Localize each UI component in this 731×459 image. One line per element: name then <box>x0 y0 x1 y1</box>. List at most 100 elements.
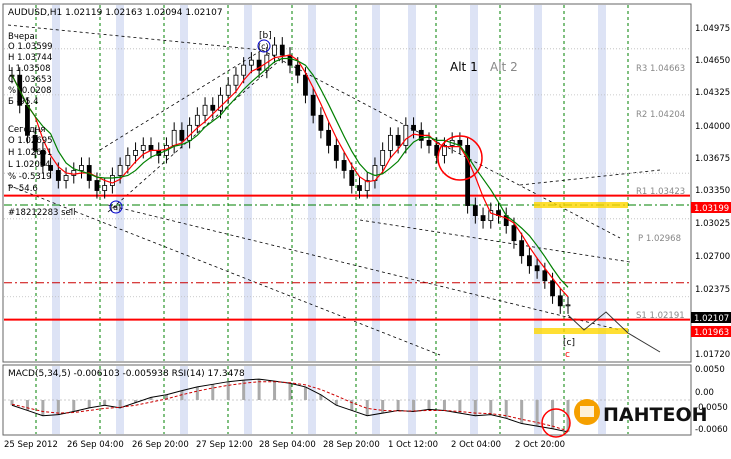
candle-body <box>133 150 138 156</box>
info-yesterday-line: H 1.03744 <box>8 53 52 63</box>
macd-y-tick: 0.00 <box>695 388 714 398</box>
y-tick-label: 1.04975 <box>695 24 730 34</box>
candle-body <box>333 144 339 161</box>
candle-body <box>387 134 393 151</box>
candle-body <box>48 165 54 171</box>
candle-body <box>79 165 84 171</box>
y-tick-label: 1.04650 <box>695 56 730 66</box>
y-tick-label: 1.04000 <box>695 122 730 132</box>
candle-body <box>71 170 77 176</box>
info-today-line: % -0.5319 <box>8 172 52 182</box>
candle-body <box>411 124 416 131</box>
macd-series-line <box>11 378 569 433</box>
macd-y-tick: -0.0050 <box>695 403 728 413</box>
candle-body <box>426 139 432 146</box>
candle-body <box>511 225 517 242</box>
alt1-label: Alt 1 <box>450 60 478 74</box>
candle-body <box>341 160 347 171</box>
candle-body <box>550 280 555 297</box>
candle-body <box>218 94 223 111</box>
price-tag-label: 1.01963 <box>694 328 729 338</box>
macd-header: MACD(5,34,5) -0.006103 -0.005938 RSI(14)… <box>8 369 245 379</box>
horizontal-levels <box>4 48 690 321</box>
candle-body <box>519 240 525 257</box>
candle-body <box>125 155 131 166</box>
pivot-label: P 1.02968 <box>638 234 681 244</box>
candle-body <box>210 104 216 111</box>
info-today-line: P -54.6 <box>8 184 38 194</box>
info-yesterday-line: Б -95.4 <box>8 97 39 107</box>
candle-body <box>63 175 69 181</box>
candle-body <box>326 129 332 146</box>
candle-body <box>117 165 123 176</box>
info-today-line: L 1.02094 <box>8 160 51 170</box>
candle-body <box>256 59 262 71</box>
macd-y-axis: 0.0050 0.00 -0.0050 -0.0060 <box>695 365 728 435</box>
x-tick-label: 1 Oct 12:00 <box>388 440 438 450</box>
y-tick-label: 1.01720 <box>695 350 730 360</box>
pivot-label: S1 1.02191 <box>636 311 685 321</box>
candle-body <box>241 64 247 76</box>
candle-body <box>472 205 478 216</box>
x-tick-label: 25 Sep 2012 <box>4 440 58 450</box>
info-yesterday-line: % -0.0208 <box>8 86 52 96</box>
panteon-logo: ПАНТЕОН <box>574 399 708 426</box>
highlight-bar-upper <box>534 202 628 208</box>
info-today-line: H 1.02661 <box>8 148 52 158</box>
candle-body <box>102 185 108 191</box>
x-tick-label: 28 Sep 20:00 <box>323 440 380 450</box>
candle-body <box>187 124 193 141</box>
trendline <box>107 59 281 213</box>
time-band <box>308 5 316 361</box>
candle-body <box>303 74 308 96</box>
pivot-label: R2 1.04204 <box>636 110 685 120</box>
x-axis: 25 Sep 2012 26 Sep 04:00 26 Sep 20:00 27… <box>4 440 565 450</box>
y-tick-label: 1.03025 <box>695 219 730 229</box>
macd-pane-frame <box>2 364 692 436</box>
price-series <box>9 37 571 314</box>
candle-body <box>526 255 532 267</box>
candle-body <box>534 265 540 272</box>
info-yesterday-title: Вчера: <box>8 32 38 42</box>
info-yesterday-line: C 1.03653 <box>8 75 52 85</box>
candle-body <box>403 124 409 146</box>
candle-body <box>310 94 316 116</box>
y-tick-label: 1.03350 <box>695 186 730 196</box>
time-band <box>408 5 416 361</box>
candle-body <box>55 170 61 181</box>
wave-a-label: (a) <box>110 203 121 212</box>
candle-body <box>109 175 115 186</box>
time-band <box>244 5 252 361</box>
candle-body <box>94 180 100 191</box>
info-today-line: O 1.02695 <box>8 136 53 146</box>
wave-c-bottom-label: [c] <box>563 338 575 348</box>
price-tag-label: 1.03199 <box>694 204 729 214</box>
wave-b-label: [b] <box>259 31 272 41</box>
trendline <box>7 24 263 51</box>
projection-path <box>567 311 661 353</box>
y-tick-label: 1.02700 <box>695 252 730 262</box>
candle-body <box>380 150 386 166</box>
candle-body <box>349 170 355 186</box>
logo-emblem-inner <box>580 406 594 417</box>
candle-body <box>194 114 200 126</box>
info-today-title: Сегодня <box>8 125 45 135</box>
candle-body <box>140 144 146 151</box>
macd-series-line <box>11 381 569 432</box>
macd-y-tick: -0.0060 <box>695 425 728 435</box>
candle-body <box>465 144 471 206</box>
y-tick-label: 1.02375 <box>695 285 730 295</box>
trendline <box>99 49 263 151</box>
trendline <box>107 204 621 331</box>
price-tag-bg <box>691 202 731 213</box>
wave-c-small-label: c <box>565 350 570 360</box>
info-yesterday-line: L 1.03508 <box>8 64 51 74</box>
candle-body <box>295 64 301 76</box>
y-tick-label: 1.04325 <box>695 88 730 98</box>
candle-body <box>40 150 46 166</box>
ma-fast-line <box>11 54 569 298</box>
time-band <box>52 5 60 361</box>
